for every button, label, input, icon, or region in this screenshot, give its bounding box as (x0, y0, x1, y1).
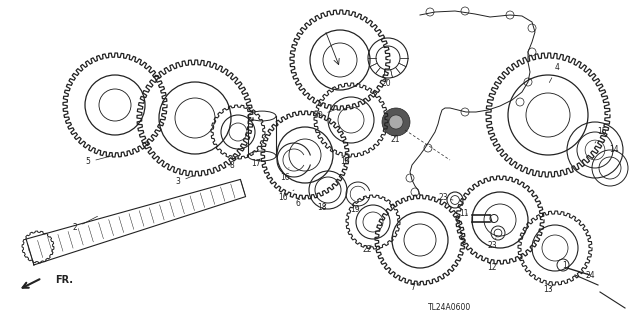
Polygon shape (26, 179, 246, 265)
Text: 23: 23 (438, 194, 453, 203)
Text: 23: 23 (487, 238, 497, 250)
Text: 16: 16 (280, 167, 290, 182)
Text: 22: 22 (362, 245, 372, 255)
Text: 13: 13 (543, 285, 553, 294)
Text: 2: 2 (72, 216, 97, 233)
Text: 18: 18 (317, 204, 327, 212)
Text: 4: 4 (549, 63, 559, 83)
Text: 15: 15 (595, 128, 607, 143)
Text: 14: 14 (609, 145, 619, 160)
Text: 7: 7 (411, 282, 420, 293)
Text: 8: 8 (230, 158, 238, 169)
Text: 20: 20 (381, 79, 391, 88)
Text: 1: 1 (563, 261, 568, 270)
Text: 12: 12 (487, 261, 500, 272)
Text: TL24A0600: TL24A0600 (428, 303, 472, 313)
Text: 19: 19 (350, 205, 360, 214)
Text: FR.: FR. (55, 275, 73, 285)
Text: 5: 5 (86, 156, 112, 167)
Text: 21: 21 (390, 135, 400, 145)
Circle shape (382, 108, 410, 136)
Circle shape (389, 115, 403, 129)
Text: 16: 16 (278, 190, 294, 202)
Text: 10: 10 (340, 158, 350, 167)
Text: 6: 6 (296, 197, 305, 207)
Text: 3: 3 (175, 176, 193, 187)
Text: 17: 17 (251, 159, 261, 167)
Text: 24: 24 (585, 271, 595, 279)
Text: 9: 9 (317, 109, 337, 120)
Text: 11: 11 (460, 209, 468, 218)
